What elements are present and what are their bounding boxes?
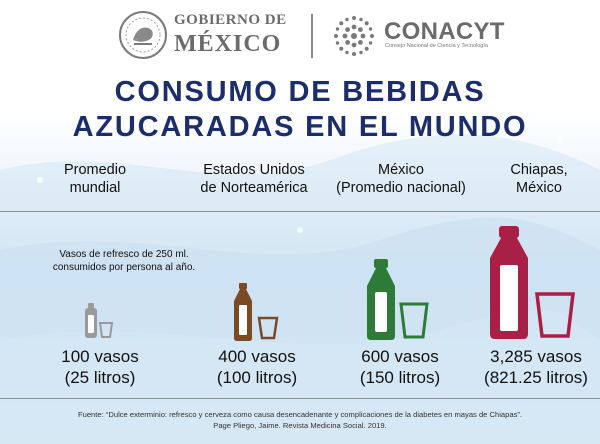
col-heading-mexico: México (Promedio nacional) [331,161,471,197]
value-litros: (821.25 litros) [484,368,588,387]
col-heading-line2: de Norteamérica [200,180,308,196]
col-heading-line2: México [516,180,562,196]
mexico-coat-of-arms-icon [119,11,167,59]
value-litros: (25 litros) [64,368,136,387]
col-heading-line1: Chiapas, [510,162,568,178]
gob-line2: MÉXICO [174,31,282,57]
value-vasos: 3,285 vasos [490,347,582,366]
value-mundial: 100 vasos (25 litros) [30,346,170,388]
col-heading-usa: Estados Unidos de Norteamérica [184,161,324,197]
bottle-icon-mexico [367,259,395,340]
glass-icon-mexico [399,302,429,339]
conacyt-name: CONACYT [384,18,505,45]
header-divider [311,14,313,58]
source-line2: Page Pliego, Jaime. Revista Medicina Soc… [213,421,387,430]
conacyt-subtitle: Consejo Nacional de Ciencia y Tecnología [385,43,488,49]
source-citation: Fuente: “Dulce exterminio: refresco y ce… [0,409,600,431]
value-litros: (150 litros) [359,368,441,387]
title-line-1: CONSUMO DE BEBIDAS [114,76,486,108]
col-heading-line1: Promedio [63,162,127,178]
divider-top [0,211,600,212]
value-vasos: 100 vasos [61,347,139,366]
col-heading-mundial: Promedio mundial [25,161,165,197]
bottle-icon-mundial [85,303,97,338]
col-heading-chiapas: Chiapas, México [469,161,600,197]
conacyt-logo-icon [334,16,374,56]
gob-line1: GOBIERNO DE [174,12,287,28]
divider-bottom [0,398,600,399]
col-heading-line2: mundial [69,180,121,196]
value-vasos: 400 vasos [218,347,296,366]
source-line1: Fuente: “Dulce exterminio: refresco y ce… [77,410,523,419]
glass-icon-mundial [98,322,114,338]
bottle-icon-usa [234,283,252,341]
value-vasos: 600 vasos [361,347,439,366]
col-heading-line2: (Promedio nacional) [336,180,466,196]
value-usa: 400 vasos (100 litros) [187,346,327,388]
units-note: Vasos de refresco de 250 ml. consumidos … [24,248,224,274]
value-mexico: 600 vasos (150 litros) [330,346,470,388]
value-litros: (100 litros) [216,368,298,387]
value-chiapas: 3,285 vasos (821.25 litros) [466,346,600,388]
note-line1: Vasos de refresco de 250 ml. [59,249,189,260]
bottle-icon-chiapas [490,226,528,339]
note-line2: consumidos por persona al año. [52,262,196,273]
col-heading-line1: Estados Unidos [203,162,305,178]
glass-icon-chiapas [535,292,575,338]
col-heading-line1: México [378,162,424,178]
glass-icon-usa [257,316,279,340]
gobierno-de-mexico-logo: GOBIERNO DE MÉXICO [174,12,287,57]
title-line-2: AZUCARADAS EN EL MUNDO [72,111,528,143]
